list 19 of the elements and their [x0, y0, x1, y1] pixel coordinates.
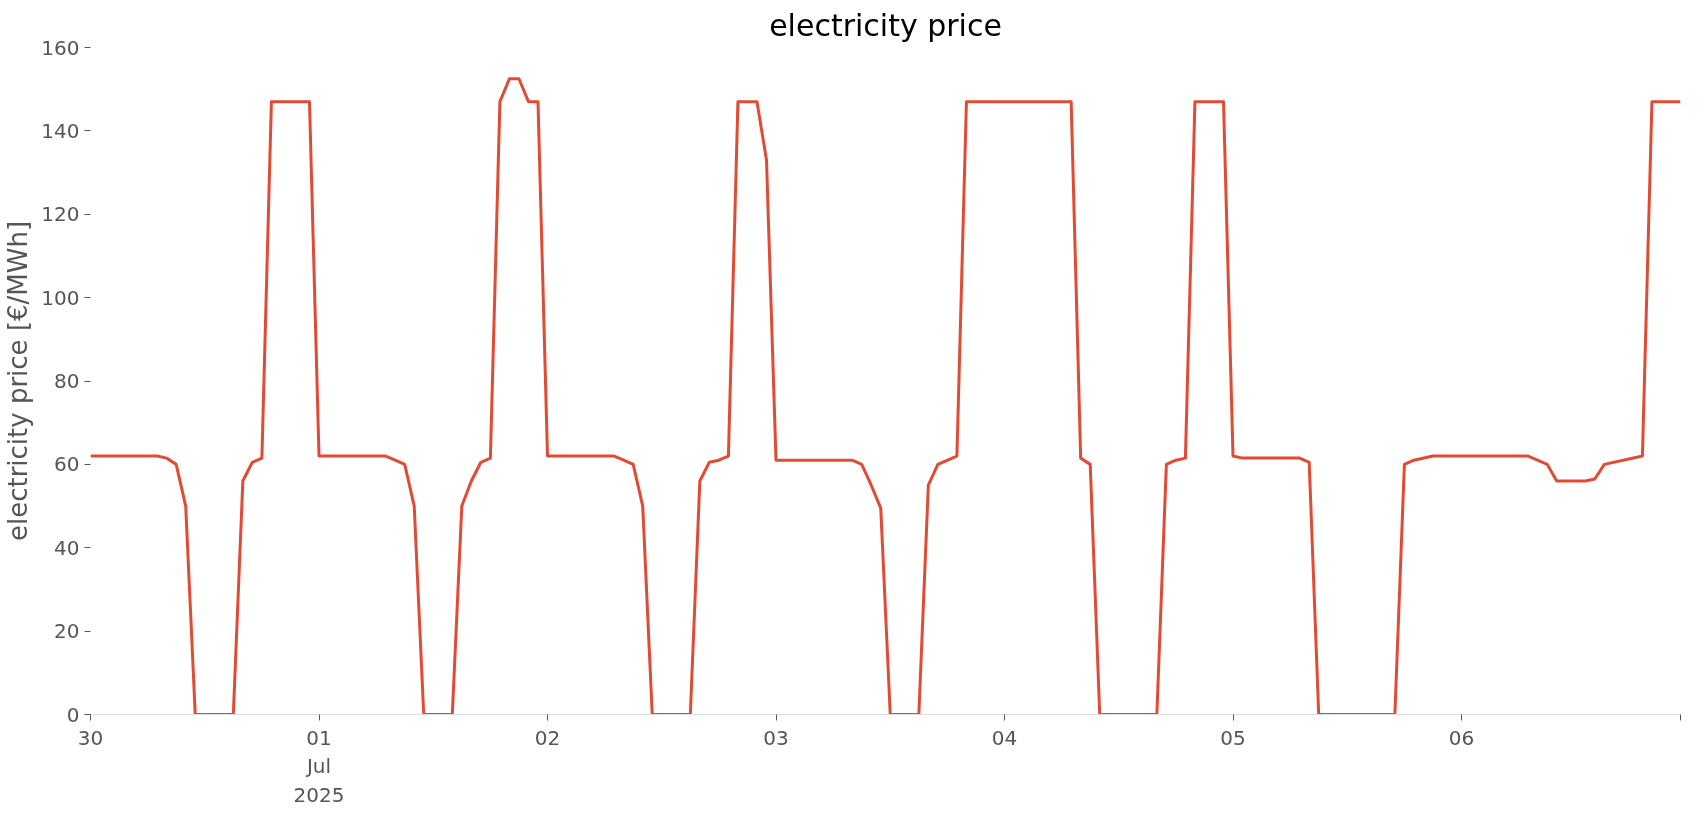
y-tick-label: 40	[54, 535, 80, 560]
y-tick-label: 60	[54, 452, 80, 477]
y-tick-label: 100	[41, 285, 80, 310]
y-tick-label: 20	[54, 619, 80, 644]
line-series	[90, 77, 1681, 715]
y-tick-label: 120	[41, 202, 80, 227]
x-tick-label: 06	[1448, 725, 1475, 750]
y-tick-label: 140	[41, 118, 80, 143]
y-axis-title: electricity price [€/MWh]	[3, 220, 34, 542]
y-tick-label: 0	[66, 702, 80, 727]
x-tick-label: 05	[1220, 725, 1246, 750]
x-tick-label: 02	[534, 725, 561, 750]
x-tick-label: 04	[991, 725, 1018, 750]
y-tick-label: 80	[54, 369, 80, 393]
chart-title: electricity price	[769, 7, 1002, 43]
x-tick-label: 30	[77, 725, 104, 750]
y-tick-label: 160	[41, 35, 80, 60]
x-tick-label: 03	[763, 725, 789, 750]
x-tick-label: 01 Jul 2025	[293, 725, 345, 808]
